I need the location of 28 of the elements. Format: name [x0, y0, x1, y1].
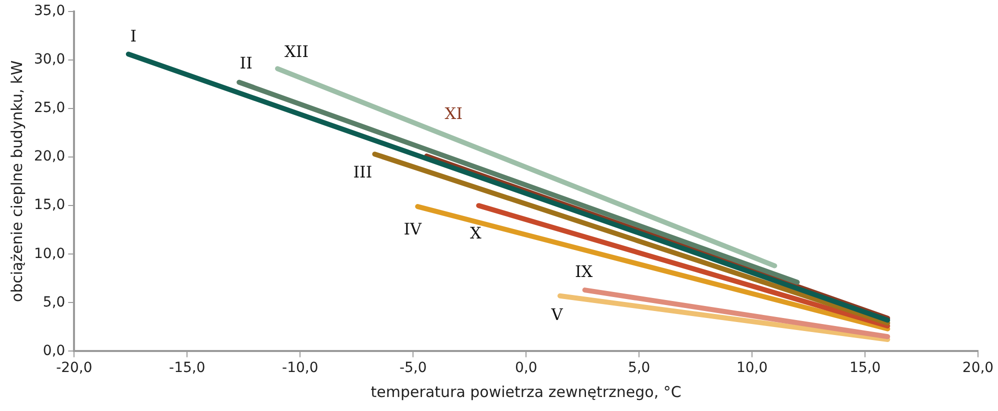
- x-axis-title: temperatura powietrza zewnętrznego, °C: [370, 382, 682, 401]
- text: XI: [444, 104, 463, 124]
- x-tick-label: 10,0: [736, 360, 768, 376]
- y-tick-label: 10,0: [34, 246, 66, 262]
- series-label: V: [550, 305, 564, 324]
- series-label: III: [353, 162, 372, 182]
- x-tick-label: 15,0: [849, 360, 881, 376]
- x-tick-label: -10,0: [282, 360, 318, 376]
- x-tick-label: -20,0: [56, 360, 92, 376]
- x-tick-label: -15,0: [169, 360, 206, 376]
- series-label: I: [130, 26, 137, 46]
- series-label: IV: [404, 220, 422, 239]
- y-tick-label: 15,0: [34, 197, 66, 214]
- series-label: II: [240, 53, 252, 72]
- y-tick-label: 5,0: [42, 294, 66, 310]
- y-axis-title: obciążenie cieplne budynku, kW: [8, 60, 26, 302]
- y-tick-label: 25,0: [34, 100, 66, 116]
- x-tick-label: -5,0: [399, 360, 427, 376]
- series-label: IX: [574, 262, 594, 282]
- x-tick-label: 5,0: [628, 360, 650, 376]
- y-tick-label: 30,0: [34, 52, 66, 68]
- x-tick-label: 20,0: [962, 360, 994, 376]
- series-label: XII: [284, 42, 309, 61]
- y-tick-label: 20,0: [34, 148, 66, 165]
- y-tick-label: 0,0: [42, 342, 66, 359]
- series-label: X: [470, 224, 482, 243]
- y-tick-label: 35,0: [34, 3, 66, 20]
- x-tick-label: 0,0: [514, 360, 538, 376]
